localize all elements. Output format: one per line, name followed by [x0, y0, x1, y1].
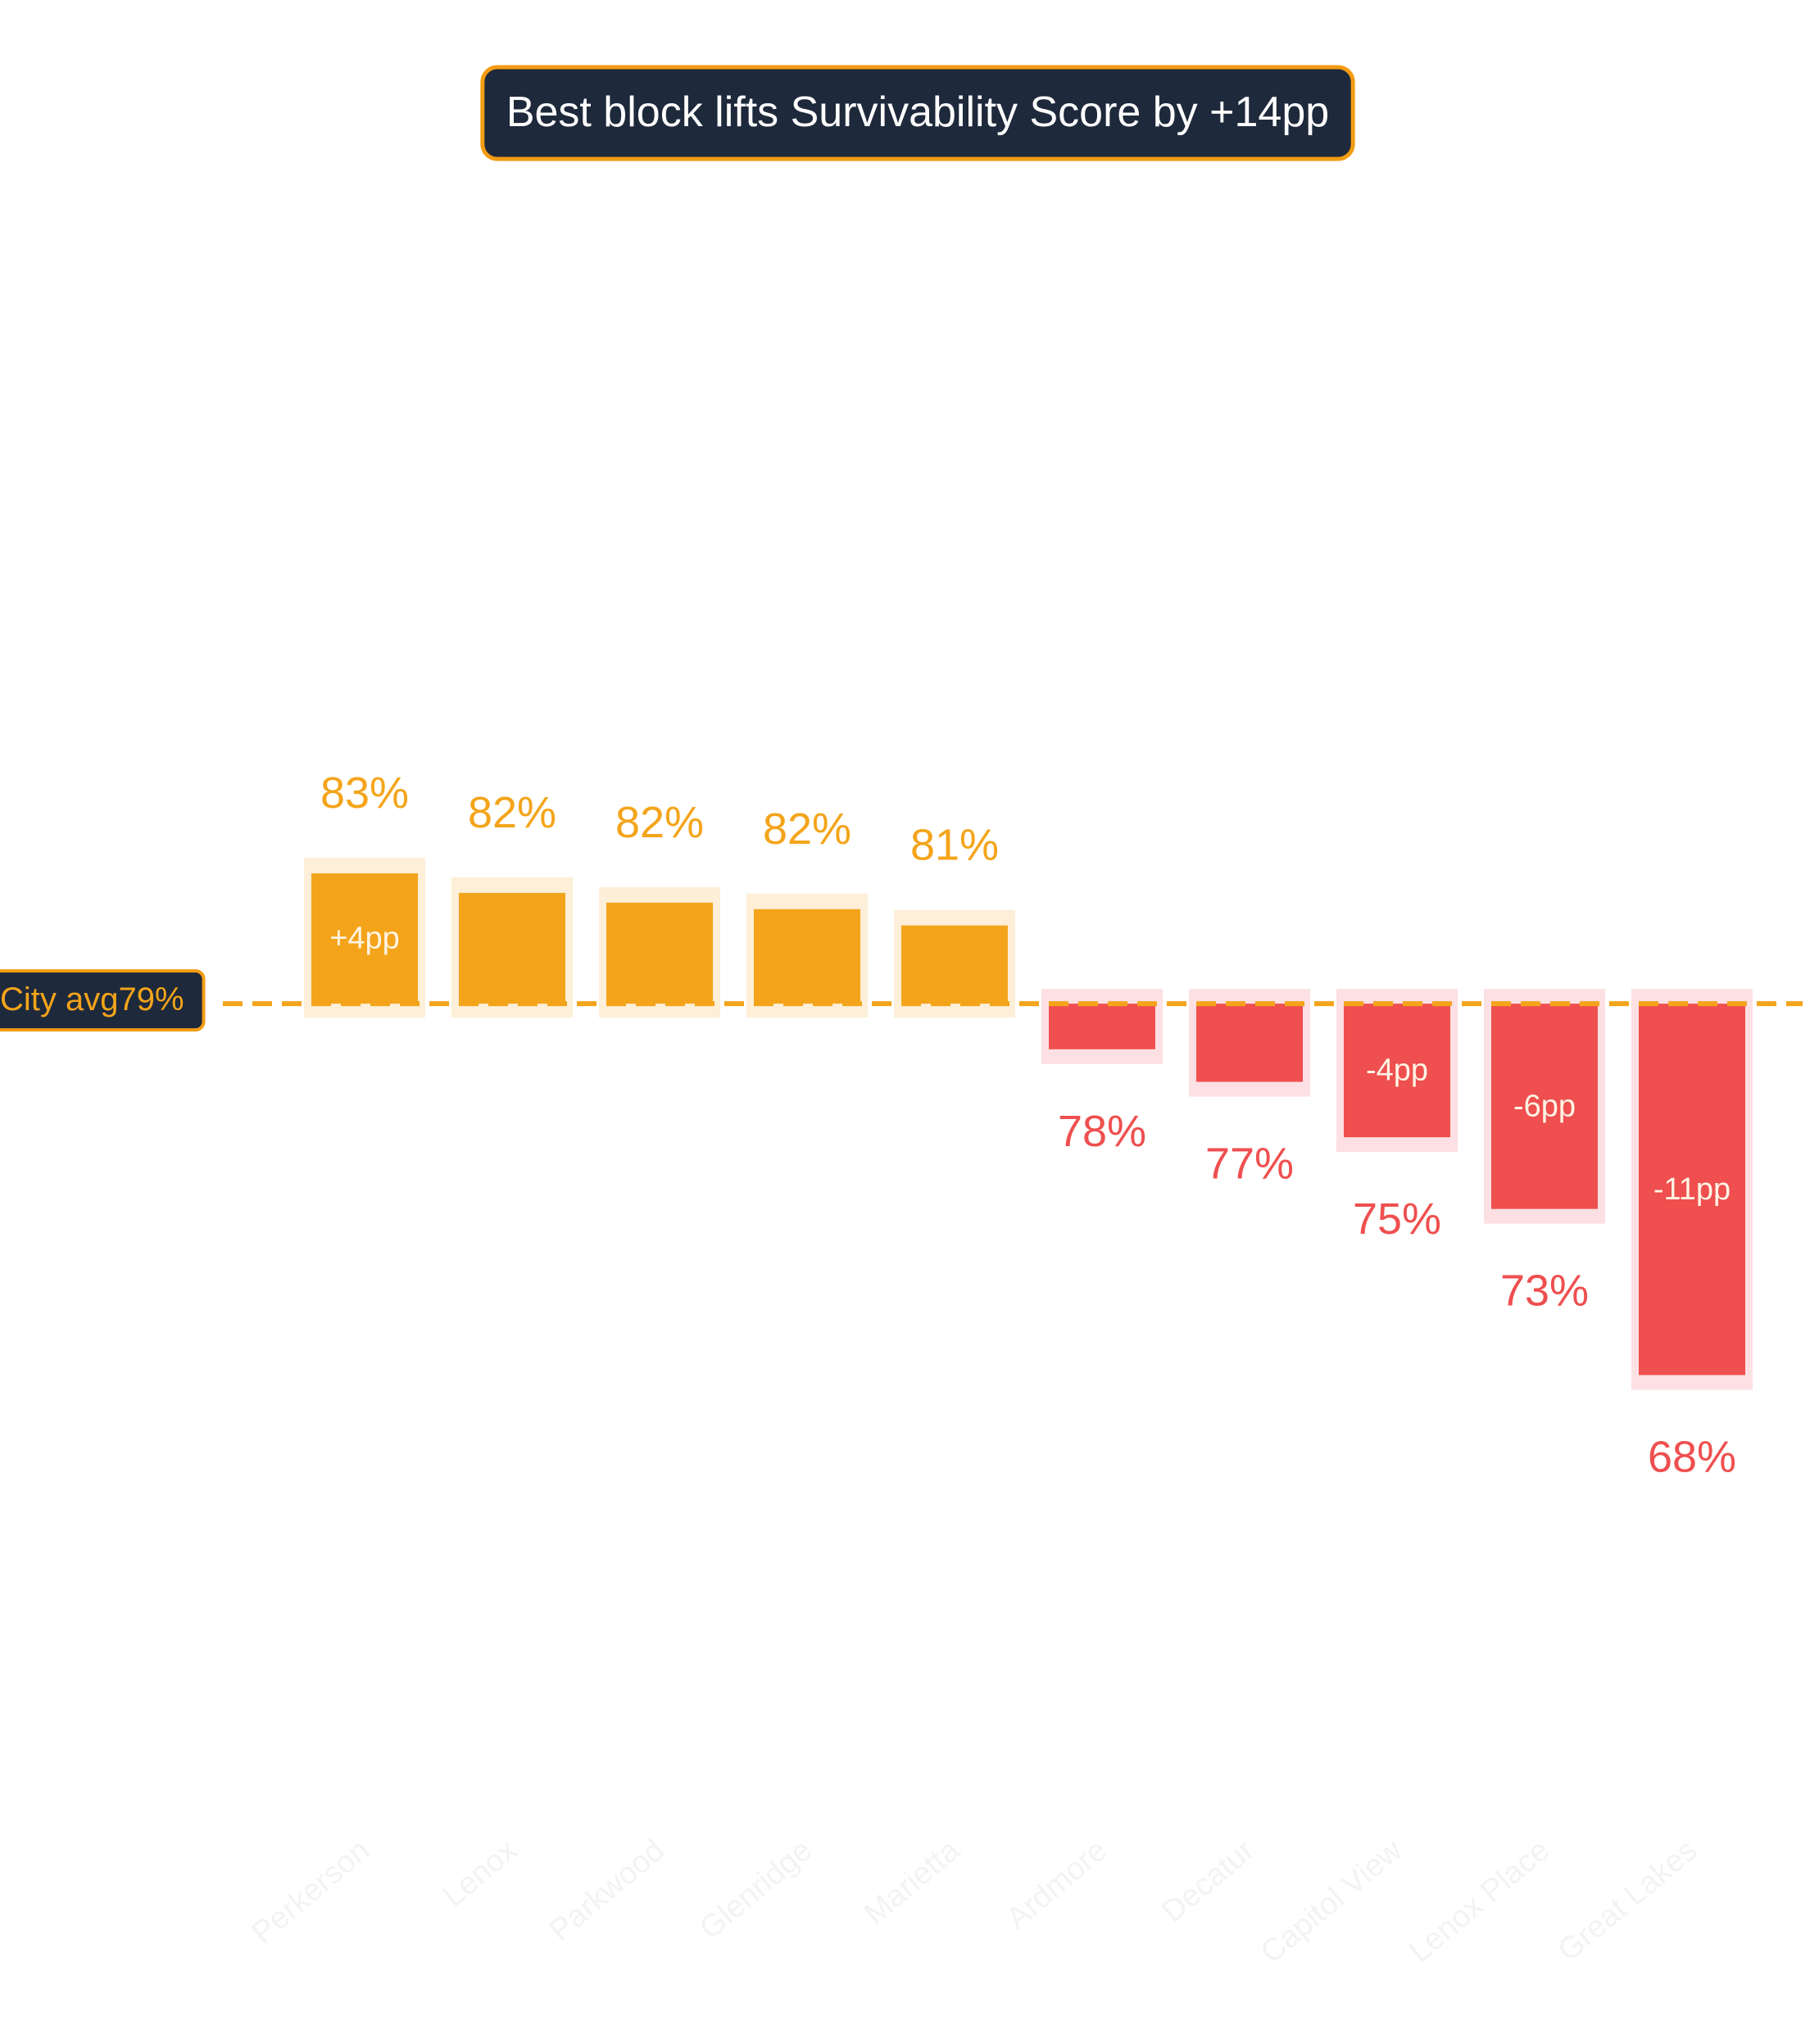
value-label: 77% [1205, 1140, 1294, 1189]
bar [1344, 1004, 1450, 1138]
city-average-value: 79% [119, 981, 184, 1017]
chart-title-box [480, 65, 1355, 161]
category-label: Decatur [1155, 1833, 1261, 1929]
value-labels: 83% 82% 82% 82% 81% 78% 77% 75% 73% 68% [320, 768, 1736, 1481]
category-label: Great Lakes [1552, 1833, 1704, 1968]
value-label: 83% [320, 768, 409, 818]
delta-label: -6pp [1513, 1089, 1576, 1123]
chart-title-badge: Best block lifts Survivability Score by … [480, 65, 1355, 161]
delta-label: -11pp [1653, 1172, 1731, 1207]
city-average-badge: City avg79% [0, 969, 206, 1032]
bar [901, 925, 1008, 1004]
bar [459, 892, 565, 1004]
bar [606, 902, 713, 1004]
category-label: Ardmore [1000, 1833, 1114, 1936]
value-label: 82% [763, 804, 851, 854]
delta-label: -4pp [1366, 1054, 1428, 1088]
bar [1049, 1004, 1155, 1049]
value-label: 68% [1648, 1432, 1736, 1481]
category-labels: Perkerson Lenox Parkwood Glenridge Marietta A… [246, 1833, 1704, 1970]
category-label: Marietta [858, 1833, 967, 1932]
city-average-badge-box [0, 969, 206, 1032]
bar [311, 873, 418, 1004]
bar [754, 909, 860, 1004]
category-label: Parkwood [543, 1833, 671, 1948]
value-label: 78% [1058, 1107, 1146, 1156]
category-label: Perkerson [246, 1833, 377, 1951]
delta-label: +4pp [329, 922, 400, 956]
value-label: 81% [910, 821, 999, 870]
chart-title: Best block lifts Survivability Score by … [506, 88, 1329, 136]
bar [1196, 1004, 1303, 1082]
category-label: Capitol View [1254, 1833, 1409, 1970]
bar [1491, 1004, 1598, 1209]
value-label: 75% [1353, 1194, 1441, 1244]
delta-labels: +4pp -4pp -6pp -11pp [329, 922, 1731, 1207]
value-label: 82% [468, 788, 556, 837]
category-label: Lenox Place [1403, 1833, 1556, 1969]
category-label: Glenridge [693, 1833, 819, 1946]
bar [1639, 1004, 1745, 1376]
category-label: Lenox [437, 1833, 524, 1914]
bars [311, 873, 1745, 1376]
value-label: 73% [1500, 1267, 1589, 1316]
value-label: 82% [615, 798, 704, 847]
city-average-label: City avg79% [0, 981, 184, 1017]
city-average-name: City avg [0, 981, 119, 1017]
